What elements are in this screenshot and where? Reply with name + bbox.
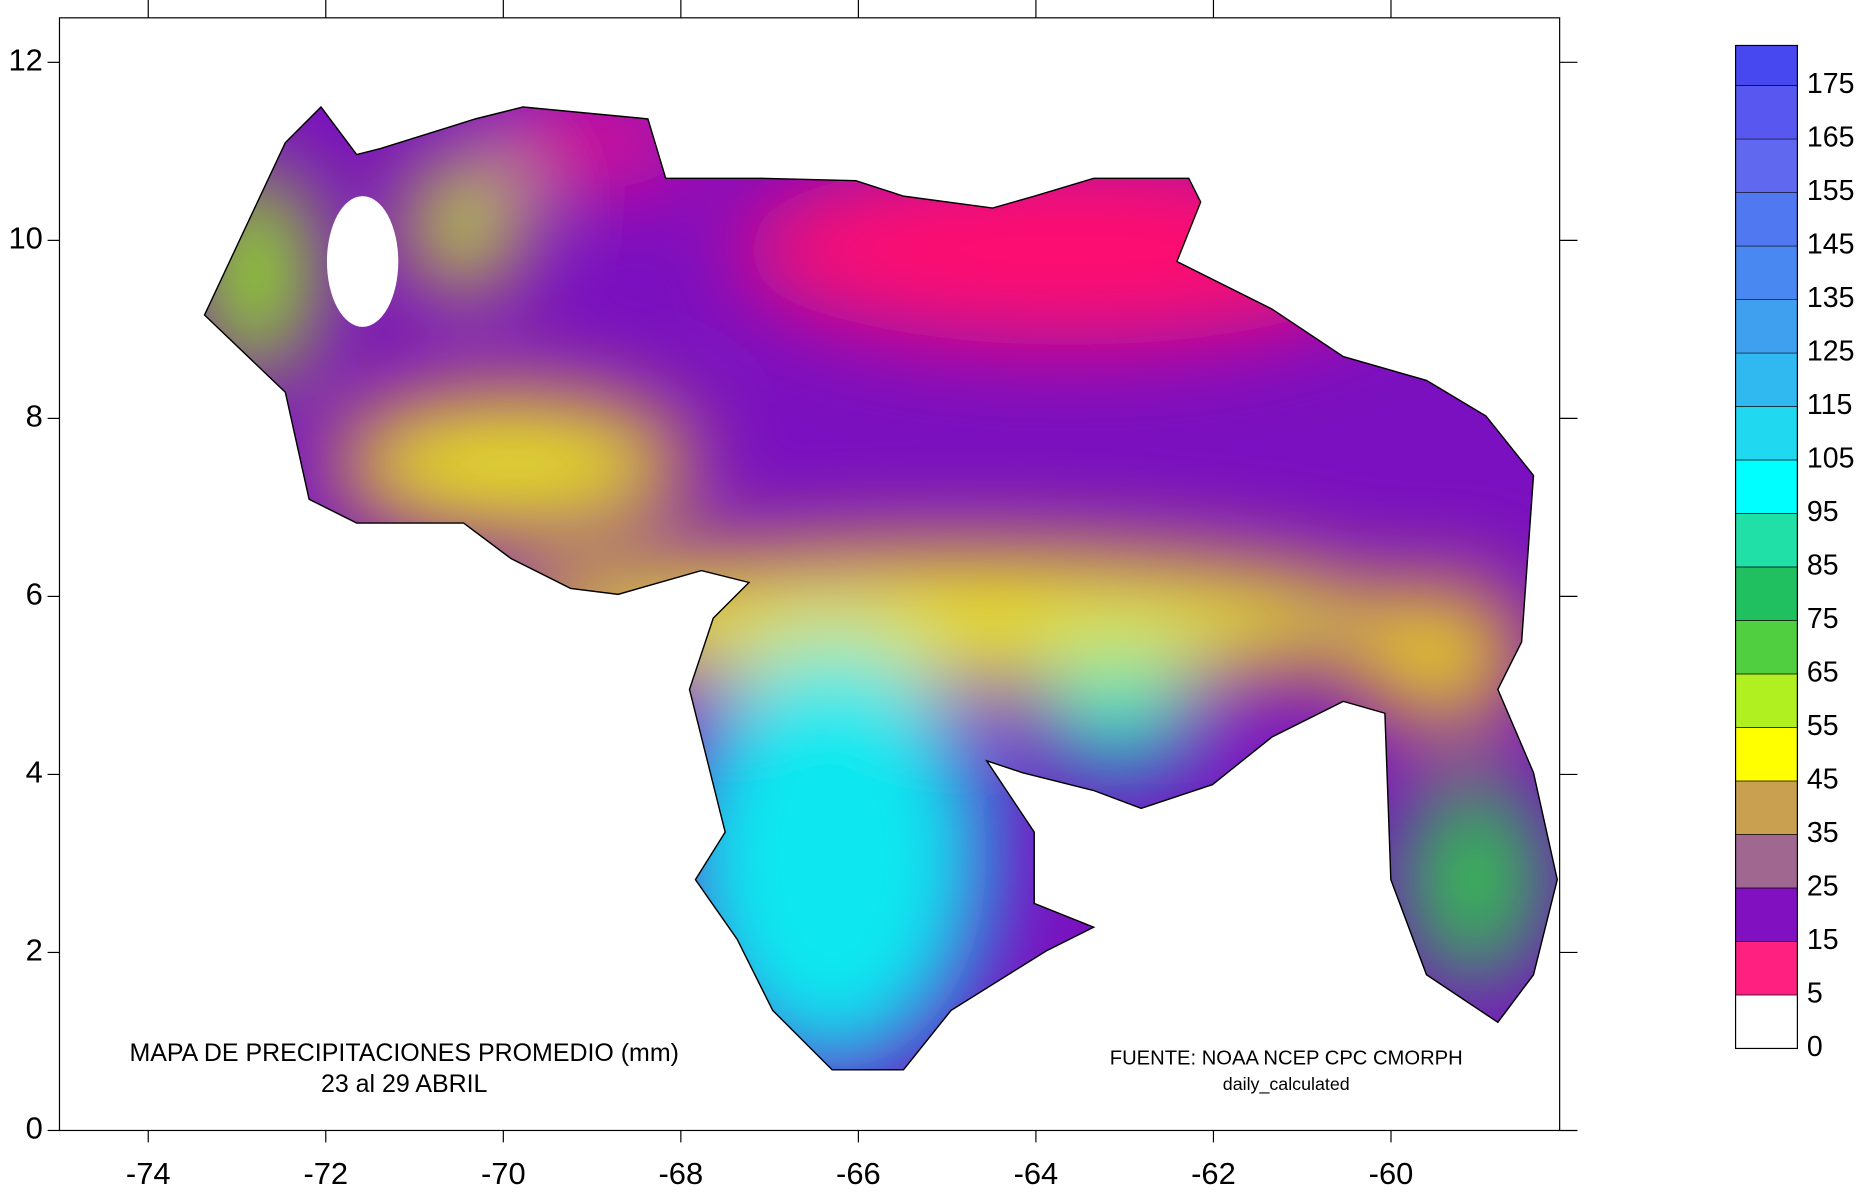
- source: FUENTE: NOAA NCEP CPC CMORPH: [1110, 1047, 1463, 1069]
- colorbar-band: [1735, 460, 1798, 514]
- colorbar-label: 135: [1807, 282, 1855, 314]
- colorbar-label: 35: [1807, 817, 1839, 849]
- colorbar-label: 55: [1807, 710, 1839, 742]
- colorbar-label: 175: [1807, 68, 1855, 100]
- colorbar-band: [1735, 192, 1798, 247]
- x-tick-label: -72: [303, 1156, 348, 1191]
- colorbar-band: [1735, 299, 1798, 354]
- x-tick-label: -70: [481, 1156, 526, 1191]
- colorbar-label: 105: [1807, 443, 1855, 475]
- colorbar-band: [1735, 620, 1798, 675]
- colorbar-label: 85: [1807, 550, 1839, 582]
- colorbar-band: [1735, 246, 1798, 300]
- y-tick-label: 8: [26, 399, 43, 434]
- colorbar-band: [1735, 780, 1798, 835]
- colorbar-band: [1735, 45, 1798, 86]
- y-tick-label: 4: [26, 755, 43, 790]
- colorbar-label: 155: [1807, 175, 1855, 207]
- map-subtitle: 23 al 29 ABRIL: [321, 1070, 488, 1098]
- y-tick-label: 0: [26, 1111, 43, 1146]
- y-tick-label: 12: [8, 42, 42, 77]
- colorbar-label: 5: [1807, 977, 1823, 1009]
- x-tick-label: -60: [1369, 1156, 1414, 1191]
- colorbar-label: 45: [1807, 764, 1839, 796]
- colorbar-band: [1735, 567, 1798, 621]
- colorbar-band: [1735, 139, 1798, 193]
- colorbar-band: [1735, 727, 1798, 781]
- colorbar-label: 25: [1807, 871, 1839, 903]
- colorbar-band: [1735, 994, 1798, 1049]
- colorbar-label: 145: [1807, 229, 1855, 261]
- y-tick-label: 6: [26, 577, 43, 612]
- colorbar-band: [1735, 941, 1798, 995]
- colorbar-label: 75: [1807, 603, 1839, 635]
- y-tick-label: 10: [8, 221, 42, 256]
- colorbar-band: [1735, 887, 1798, 942]
- colorbar-label: 165: [1807, 122, 1855, 154]
- x-tick-label: -74: [126, 1156, 171, 1191]
- colorbar-band: [1735, 513, 1798, 568]
- source-note: daily_calculated: [1223, 1074, 1350, 1095]
- x-tick-label: -62: [1191, 1156, 1236, 1191]
- colorbar-label: 0: [1807, 1031, 1823, 1063]
- x-tick-label: -68: [659, 1156, 704, 1191]
- map-title: MAPA DE PRECIPITACIONES PROMEDIO (mm): [129, 1039, 678, 1067]
- x-tick-label: -66: [836, 1156, 881, 1191]
- colorbar-band: [1735, 406, 1798, 461]
- colorbar-label: 15: [1807, 924, 1839, 956]
- x-tick-label: -64: [1014, 1156, 1059, 1191]
- colorbar-label: 95: [1807, 496, 1839, 528]
- colorbar-label: 65: [1807, 657, 1839, 689]
- colorbar-band: [1735, 834, 1798, 888]
- colorbar-band: [1735, 674, 1798, 728]
- colorbar-band: [1735, 85, 1798, 140]
- colorbar-label: 115: [1807, 389, 1852, 421]
- colorbar-label: 125: [1807, 336, 1855, 368]
- colorbar-band: [1735, 353, 1798, 407]
- y-tick-label: 2: [26, 933, 43, 968]
